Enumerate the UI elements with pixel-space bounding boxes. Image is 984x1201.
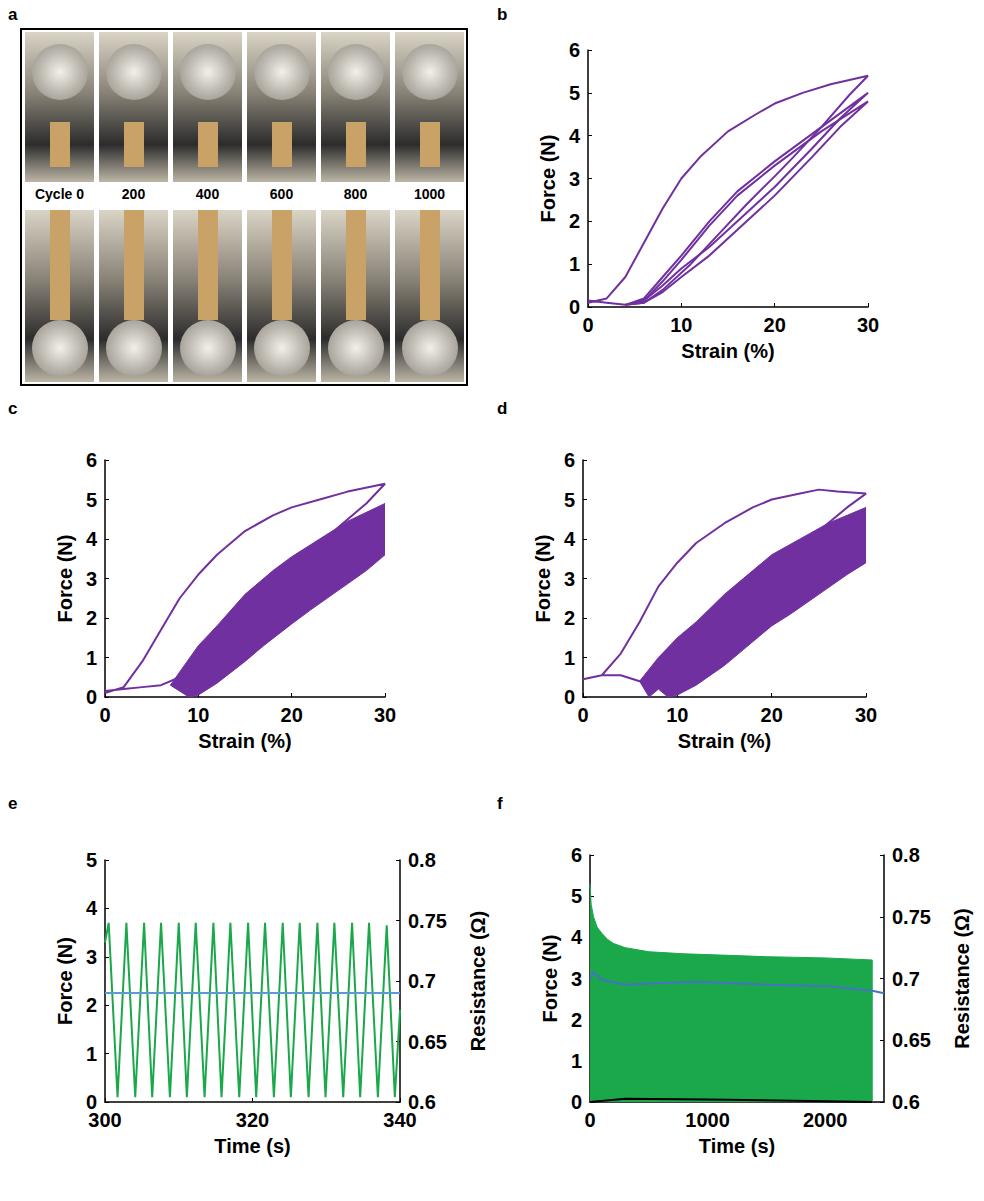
- svg-text:0: 0: [577, 704, 588, 726]
- svg-text:0.7: 0.7: [408, 970, 436, 992]
- html-text:400: 400: [195, 186, 220, 202]
- svg-text:a: a: [8, 5, 18, 24]
- svg-text:3: 3: [569, 168, 580, 190]
- svg-text:3: 3: [564, 568, 575, 590]
- svg-text:30: 30: [857, 314, 879, 336]
- svg-text:d: d: [497, 399, 507, 418]
- svg-text:3: 3: [571, 968, 582, 990]
- svg-text:20: 20: [761, 704, 783, 726]
- svg-text:6: 6: [571, 844, 582, 866]
- html-text:800: 800: [343, 186, 368, 202]
- svg-text:Force (N): Force (N): [539, 935, 561, 1023]
- svg-text:2: 2: [86, 607, 97, 629]
- svg-text:Time (s): Time (s): [214, 1135, 290, 1157]
- svg-text:f: f: [497, 794, 503, 813]
- svg-text:5: 5: [86, 489, 97, 511]
- svg-text:b: b: [497, 5, 507, 24]
- svg-text:c: c: [8, 399, 17, 418]
- svg-text:300: 300: [88, 1109, 121, 1131]
- svg-text:2: 2: [564, 607, 575, 629]
- svg-text:4: 4: [571, 926, 583, 948]
- svg-text:30: 30: [374, 704, 396, 726]
- svg-text:Force (N): Force (N): [54, 535, 76, 623]
- svg-text:Resistance (Ω): Resistance (Ω): [951, 908, 973, 1049]
- svg-text:Resistance (Ω): Resistance (Ω): [467, 911, 489, 1052]
- svg-text:0: 0: [584, 1109, 595, 1131]
- svg-text:2000: 2000: [803, 1109, 848, 1131]
- svg-text:1: 1: [571, 1050, 582, 1072]
- svg-text:6: 6: [564, 449, 575, 471]
- svg-text:20: 20: [764, 314, 786, 336]
- svg-text:5: 5: [571, 885, 582, 907]
- svg-text:0: 0: [85, 1091, 97, 1113]
- svg-text:0: 0: [564, 686, 575, 708]
- svg-text:0.8: 0.8: [408, 849, 436, 871]
- svg-text:4: 4: [86, 897, 98, 919]
- svg-text:1000: 1000: [685, 1109, 730, 1131]
- svg-text:0: 0: [569, 296, 580, 318]
- svg-text:3: 3: [86, 946, 97, 968]
- svg-text:0.65: 0.65: [408, 1031, 447, 1053]
- svg-text:0: 0: [582, 314, 593, 336]
- svg-text:6: 6: [86, 449, 97, 471]
- svg-text:10: 10: [187, 704, 209, 726]
- svg-text:0.65: 0.65: [892, 1029, 931, 1051]
- svg-text:Force (N): Force (N): [537, 135, 559, 223]
- svg-text:1: 1: [86, 1043, 97, 1065]
- svg-text:20: 20: [281, 704, 303, 726]
- svg-text:6: 6: [569, 39, 580, 61]
- svg-text:Force (N): Force (N): [532, 535, 554, 623]
- svg-text:Strain (%): Strain (%): [198, 730, 291, 752]
- html-text:Cycle 0: Cycle 0: [35, 186, 84, 202]
- svg-text:30: 30: [855, 704, 877, 726]
- svg-text:1: 1: [86, 647, 97, 669]
- svg-text:4: 4: [86, 528, 98, 550]
- svg-text:5: 5: [86, 849, 97, 871]
- svg-text:0.8: 0.8: [892, 844, 920, 866]
- svg-text:4: 4: [564, 528, 576, 550]
- svg-text:2: 2: [569, 210, 580, 232]
- svg-text:2: 2: [86, 994, 97, 1016]
- svg-text:10: 10: [670, 314, 692, 336]
- svg-text:10: 10: [666, 704, 688, 726]
- svg-text:0.6: 0.6: [408, 1091, 436, 1113]
- html-text:200: 200: [121, 186, 146, 202]
- svg-text:1: 1: [564, 647, 575, 669]
- svg-text:340: 340: [383, 1109, 416, 1131]
- svg-text:4: 4: [569, 125, 581, 147]
- svg-text:Strain (%): Strain (%): [681, 340, 774, 362]
- svg-text:2: 2: [571, 1009, 582, 1031]
- svg-text:5: 5: [564, 489, 575, 511]
- svg-text:0.75: 0.75: [408, 910, 447, 932]
- svg-text:0: 0: [571, 1091, 582, 1113]
- svg-text:5: 5: [569, 82, 580, 104]
- svg-text:e: e: [8, 794, 17, 813]
- svg-text:3: 3: [86, 568, 97, 590]
- svg-text:Time (s): Time (s): [699, 1135, 775, 1157]
- svg-text:Force (N): Force (N): [54, 937, 76, 1025]
- svg-text:0.6: 0.6: [892, 1091, 920, 1113]
- svg-text:0.7: 0.7: [892, 968, 920, 990]
- svg-text:320: 320: [236, 1109, 269, 1131]
- svg-text:1: 1: [569, 253, 580, 275]
- svg-text:0: 0: [86, 686, 97, 708]
- svg-text:0: 0: [99, 704, 110, 726]
- svg-text:Strain (%): Strain (%): [678, 730, 771, 752]
- html-text:600: 600: [269, 186, 294, 202]
- html-text:1000: 1000: [413, 186, 446, 202]
- svg-text:0.75: 0.75: [892, 906, 931, 928]
